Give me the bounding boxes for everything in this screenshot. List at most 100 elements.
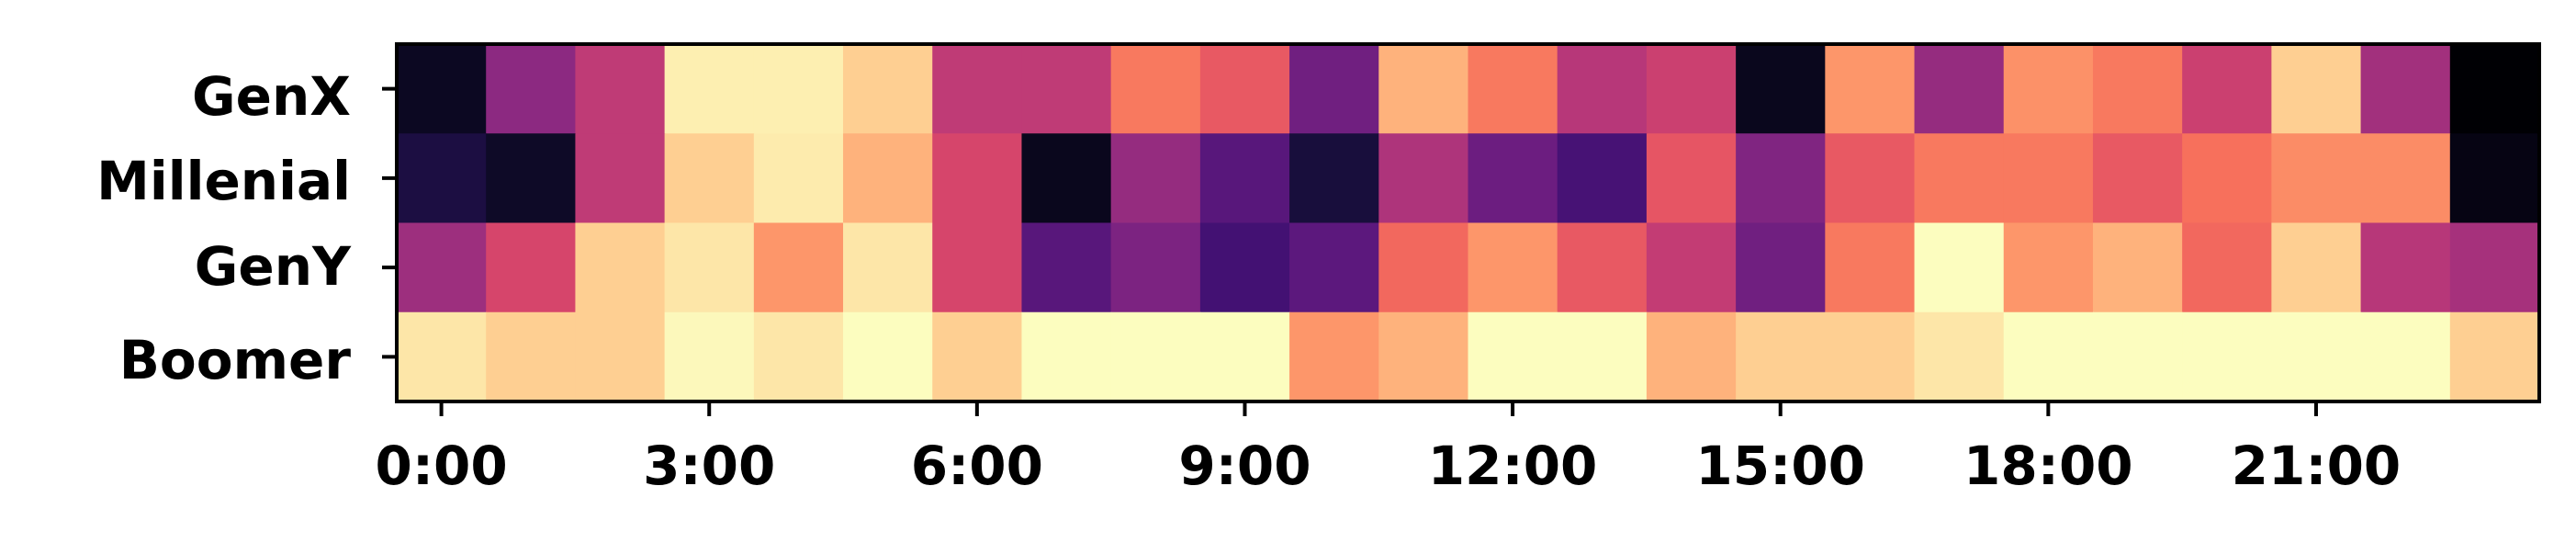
x-tick-label-3: 3:00 <box>643 435 775 497</box>
heatmap-cell-genx-h10 <box>1289 44 1379 134</box>
heatmap-cell-boomer-h21 <box>2271 311 2362 402</box>
y-axis: GenX Millenial GenY Boomer <box>96 65 397 391</box>
heatmap-cell-boomer-h2 <box>575 311 666 402</box>
heatmap-cell-geny-h6 <box>932 222 1023 313</box>
heatmap-cell-millenial-h13 <box>1557 133 1648 224</box>
heatmap-cell-boomer-h15 <box>1736 311 1826 402</box>
heatmap-cell-millenial-h10 <box>1289 133 1379 224</box>
heatmap-cell-boomer-h11 <box>1378 311 1469 402</box>
heatmap-cell-millenial-h4 <box>753 133 844 224</box>
heatmap-cell-geny-h21 <box>2271 222 2362 313</box>
heatmap-cell-boomer-h7 <box>1021 311 1112 402</box>
heatmap-cell-genx-h15 <box>1736 44 1826 134</box>
heatmap-cell-geny-h19 <box>2092 222 2183 313</box>
x-tick-label-6: 6:00 <box>911 435 1043 497</box>
heatmap-cell-boomer-h22 <box>2360 311 2451 402</box>
x-tick-label-18: 18:00 <box>1963 435 2133 497</box>
heatmap-cell-geny-h13 <box>1557 222 1648 313</box>
x-tick-label-21: 21:00 <box>2232 435 2402 497</box>
heatmap-cell-genx-h19 <box>2092 44 2183 134</box>
heatmap-cell-boomer-h1 <box>486 311 577 402</box>
heatmap-cell-genx-h9 <box>1199 44 1290 134</box>
heatmap-cell-millenial-h23 <box>2449 133 2540 224</box>
heatmap-cell-geny-h5 <box>843 222 933 313</box>
heatmap-cell-boomer-h3 <box>664 311 755 402</box>
heatmap-cell-millenial-h5 <box>843 133 933 224</box>
heatmap-cell-boomer-h23 <box>2449 311 2540 402</box>
heatmap-cell-genx-h11 <box>1378 44 1469 134</box>
heatmap-cell-genx-h7 <box>1021 44 1112 134</box>
heatmap-cell-millenial-h6 <box>932 133 1023 224</box>
heatmap-cell-geny-h8 <box>1110 222 1201 313</box>
heatmap-cell-millenial-h14 <box>1646 133 1737 224</box>
heatmap-cell-millenial-h21 <box>2271 133 2362 224</box>
heatmap-cell-geny-h11 <box>1378 222 1469 313</box>
heatmap-cell-geny-h2 <box>575 222 666 313</box>
heatmap-cell-boomer-h0 <box>397 311 487 402</box>
heatmap-cell-millenial-h18 <box>2003 133 2094 224</box>
heatmap-cell-boomer-h12 <box>1468 311 1558 402</box>
heatmap-cell-millenial-h1 <box>486 133 577 224</box>
heatmap-cell-geny-h20 <box>2182 222 2272 313</box>
heatmap-cell-genx-h1 <box>486 44 577 134</box>
heatmap-cell-genx-h0 <box>397 44 487 134</box>
heatmap-cell-genx-h4 <box>753 44 844 134</box>
heatmap-cell-geny-h0 <box>397 222 487 313</box>
plot-frame <box>395 42 2541 403</box>
heatmap-cell-genx-h13 <box>1557 44 1648 134</box>
heatmap-cell-genx-h3 <box>664 44 755 134</box>
y-label-geny: GenY <box>195 235 352 298</box>
heatmap-cell-geny-h4 <box>753 222 844 313</box>
heatmap-cell-millenial-h17 <box>1914 133 2005 224</box>
heatmap-cell-boomer-h10 <box>1289 311 1379 402</box>
heatmap-cell-geny-h15 <box>1736 222 1826 313</box>
heatmap-cell-genx-h22 <box>2360 44 2451 134</box>
heatmap-cell-millenial-h11 <box>1378 133 1469 224</box>
heatmap-cell-millenial-h12 <box>1468 133 1558 224</box>
y-label-boomer: Boomer <box>119 329 352 391</box>
heatmap-cell-genx-h12 <box>1468 44 1558 134</box>
heatmap-cell-geny-h9 <box>1199 222 1290 313</box>
heatmap-cell-genx-h16 <box>1825 44 1916 134</box>
heatmap-cell-boomer-h18 <box>2003 311 2094 402</box>
heatmap-cell-boomer-h17 <box>1914 311 2005 402</box>
heatmap-cell-millenial-h9 <box>1199 133 1290 224</box>
heatmap-cell-millenial-h16 <box>1825 133 1916 224</box>
heatmap-cell-genx-h14 <box>1646 44 1737 134</box>
heatmap-cell-geny-h17 <box>1914 222 2005 313</box>
heatmap-cell-boomer-h13 <box>1557 311 1648 402</box>
heatmap-cell-millenial-h8 <box>1110 133 1201 224</box>
heatmap-cell-genx-h20 <box>2182 44 2272 134</box>
x-tick-label-15: 15:00 <box>1695 435 1865 497</box>
heatmap-cell-geny-h3 <box>664 222 755 313</box>
heatmap-cell-boomer-h4 <box>753 311 844 402</box>
x-tick-label-12: 12:00 <box>1428 435 1598 497</box>
heatmap-cell-millenial-h15 <box>1736 133 1826 224</box>
heatmap-cell-geny-h23 <box>2449 222 2540 313</box>
heatmap-cell-geny-h1 <box>486 222 577 313</box>
x-axis: 0:00 3:00 6:00 9:00 12:00 15:00 18:00 21:00 <box>375 401 2401 497</box>
heatmap-cell-millenial-h3 <box>664 133 755 224</box>
heatmap-cell-geny-h16 <box>1825 222 1916 313</box>
heatmap-cell-boomer-h9 <box>1199 311 1290 402</box>
heatmap-cell-millenial-h19 <box>2092 133 2183 224</box>
heatmap-cell-geny-h22 <box>2360 222 2451 313</box>
heatmap-cell-genx-h6 <box>932 44 1023 134</box>
heatmap-cell-geny-h12 <box>1468 222 1558 313</box>
heatmap-cell-millenial-h2 <box>575 133 666 224</box>
heatmap-cell-genx-h18 <box>2003 44 2094 134</box>
heatmap-cell-boomer-h8 <box>1110 311 1201 402</box>
heatmap-cell-genx-h21 <box>2271 44 2362 134</box>
y-label-genx: GenX <box>192 65 351 128</box>
heatmap-cell-millenial-h0 <box>397 133 487 224</box>
heatmap-cell-genx-h8 <box>1110 44 1201 134</box>
heatmap-cell-boomer-h20 <box>2182 311 2272 402</box>
heatmap-cell-boomer-h19 <box>2092 311 2183 402</box>
heatmap-cell-geny-h7 <box>1021 222 1112 313</box>
heatmap-cell-genx-h2 <box>575 44 666 134</box>
heatmap-cells <box>397 44 2540 402</box>
heatmap-cell-boomer-h16 <box>1825 311 1916 402</box>
x-tick-label-0: 0:00 <box>375 435 507 497</box>
heatmap-cell-geny-h18 <box>2003 222 2094 313</box>
